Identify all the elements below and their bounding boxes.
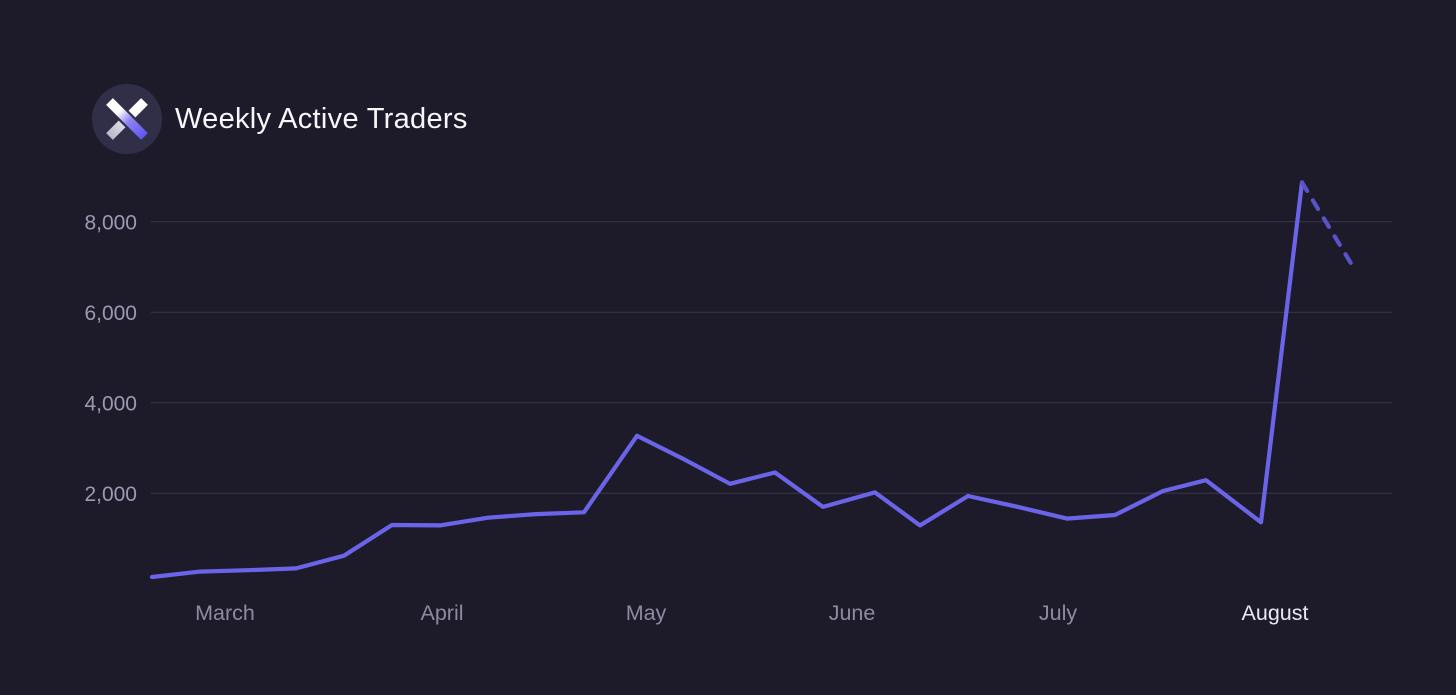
series-line-actual (149, 180, 1305, 580)
x-tick-label-march: March (195, 601, 255, 625)
chart-title: Weekly Active Traders (175, 102, 468, 135)
x-brand-logo-icon (92, 84, 162, 154)
x-tick-label-june: June (829, 601, 876, 625)
x-tick-label-august: August (1242, 601, 1309, 625)
series-line-projected (1299, 180, 1359, 274)
y-tick-label-8000: 8,000 (84, 211, 137, 234)
logo-stroke-purple (106, 98, 148, 140)
x-tick-label-july: July (1039, 601, 1077, 625)
y-tick-label-4000: 4,000 (84, 392, 137, 415)
x-tick-label-april: April (420, 601, 463, 625)
chart-header: Weekly Active Traders (92, 84, 468, 154)
y-tick-label-2000: 2,000 (84, 483, 137, 506)
x-tick-label-may: May (626, 601, 667, 625)
y-tick-label-6000: 6,000 (84, 302, 137, 325)
